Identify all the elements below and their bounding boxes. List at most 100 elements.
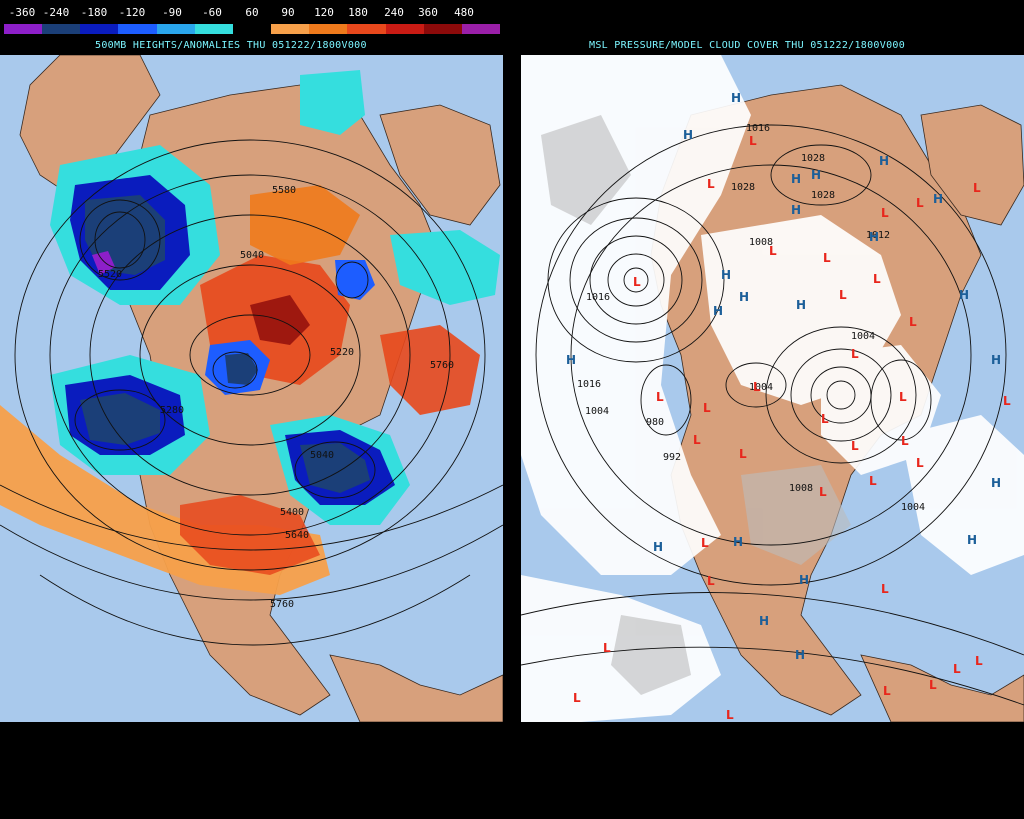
low-pressure-marker: L bbox=[739, 447, 747, 461]
isobar-label: 1004 bbox=[749, 382, 773, 393]
legend-label: 360 bbox=[418, 6, 438, 19]
legend-color-swatch bbox=[232, 24, 272, 34]
contour-label: 5580 bbox=[272, 185, 296, 196]
high-pressure-marker: H bbox=[653, 540, 663, 554]
high-pressure-marker: H bbox=[791, 172, 801, 186]
isobar-label: 1028 bbox=[811, 190, 835, 201]
cloud-area bbox=[741, 465, 851, 565]
isobar-label: 1016 bbox=[586, 292, 610, 303]
high-pressure-marker: H bbox=[731, 91, 741, 105]
high-pressure-marker: H bbox=[991, 353, 1001, 367]
isobar bbox=[640, 364, 692, 436]
low-pressure-marker: L bbox=[769, 244, 777, 258]
low-pressure-marker: L bbox=[916, 456, 924, 470]
low-pressure-marker: L bbox=[703, 401, 711, 415]
isobar bbox=[547, 197, 725, 363]
low-pressure-marker: L bbox=[603, 641, 611, 655]
high-pressure-marker: H bbox=[759, 614, 769, 628]
legend-color-swatch bbox=[423, 24, 462, 34]
contour-label: 5040 bbox=[310, 450, 334, 461]
high-pressure-marker: H bbox=[713, 304, 723, 318]
legend-color-swatch bbox=[4, 24, 43, 34]
height-contour bbox=[0, 524, 503, 601]
isobar bbox=[607, 253, 665, 307]
isobar bbox=[623, 267, 649, 293]
legend-label: 90 bbox=[281, 6, 295, 19]
high-pressure-marker: H bbox=[566, 353, 576, 367]
isobar bbox=[589, 235, 683, 325]
legend-label: 240 bbox=[384, 6, 404, 19]
low-pressure-marker: L bbox=[656, 390, 664, 404]
isobar-label: 1004 bbox=[901, 502, 925, 513]
isobar bbox=[725, 362, 787, 408]
legend-color-swatch bbox=[271, 24, 310, 34]
isobar-label: 1004 bbox=[585, 406, 609, 417]
land-central-america bbox=[860, 654, 1024, 722]
legend-color-swatch bbox=[309, 24, 348, 34]
low-pressure-marker: L bbox=[821, 412, 829, 426]
isobar-label: 1028 bbox=[731, 182, 755, 193]
legend-label: -180 bbox=[80, 6, 108, 19]
legend-color-swatch bbox=[385, 24, 424, 34]
legend-color-swatch bbox=[156, 24, 195, 34]
high-pressure-markers: H H H H H H H H H H H H H H H H H H H H … bbox=[566, 91, 1001, 662]
height-contour bbox=[74, 389, 166, 451]
isobar-label: 1012 bbox=[866, 230, 890, 241]
isobar bbox=[770, 144, 872, 206]
legend-color-swatch bbox=[194, 24, 233, 34]
low-pressure-marker: L bbox=[869, 474, 877, 488]
land-central-america bbox=[329, 654, 503, 722]
high-pressure-marker: H bbox=[791, 203, 801, 217]
height-contour bbox=[335, 261, 369, 299]
isobar bbox=[535, 124, 1007, 586]
isobar-label: 1004 bbox=[851, 331, 875, 342]
isobar-label: 1008 bbox=[749, 237, 773, 248]
low-pressure-marker: L bbox=[819, 485, 827, 499]
cloud-area bbox=[611, 615, 691, 695]
contour-label: 5280 bbox=[160, 405, 184, 416]
high-pressure-marker: H bbox=[683, 128, 693, 142]
height-contour bbox=[79, 199, 161, 281]
low-pressure-marker: L bbox=[707, 574, 715, 588]
contour-label: 5520 bbox=[98, 269, 122, 280]
left-map-title: 500MB HEIGHTS/ANOMALIES THU 051222/1800V… bbox=[95, 40, 367, 51]
low-pressure-marker: L bbox=[839, 288, 847, 302]
anomaly-color-bar bbox=[4, 24, 501, 34]
high-pressure-marker: H bbox=[959, 288, 969, 302]
cloud-area bbox=[541, 115, 631, 225]
height-contour bbox=[49, 174, 451, 536]
right-panel-msl-pressure: MSL PRESSURE/MODEL CLOUD COVER THU 05122… bbox=[521, 0, 1024, 819]
isobar bbox=[569, 217, 703, 343]
legend-label: 120 bbox=[314, 6, 334, 19]
contour-label: 5760 bbox=[430, 360, 454, 371]
low-pressure-marker: L bbox=[851, 439, 859, 453]
high-pressure-marker: H bbox=[869, 230, 879, 244]
low-pressure-marker: L bbox=[1003, 394, 1011, 408]
low-pressure-marker: L bbox=[975, 654, 983, 668]
high-pressure-marker: H bbox=[879, 154, 889, 168]
low-pressure-marker: L bbox=[953, 662, 961, 676]
legend-color-swatch bbox=[42, 24, 81, 34]
height-contour bbox=[189, 314, 311, 396]
isobar bbox=[570, 164, 972, 546]
anomaly-red-east bbox=[380, 325, 480, 415]
isobar bbox=[521, 646, 1024, 706]
anomaly-blue-center-core bbox=[225, 353, 258, 385]
isobar-label: 1028 bbox=[801, 153, 825, 164]
cloud-cover-gray bbox=[541, 115, 851, 695]
anomaly-cyan-north bbox=[300, 70, 365, 135]
low-pressure-marker: L bbox=[753, 380, 761, 394]
map-500mb-heights-anomalies: 5580 5040 5220 5760 5280 5400 5640 5760 … bbox=[0, 55, 503, 722]
contour-label: 5400 bbox=[280, 507, 304, 518]
height-contour bbox=[39, 574, 471, 646]
height-contour bbox=[294, 441, 376, 499]
low-pressure-marker: L bbox=[909, 315, 917, 329]
isobar-label: 1016 bbox=[746, 123, 770, 134]
height-contour bbox=[89, 214, 411, 496]
high-pressure-marker: H bbox=[799, 573, 809, 587]
height-contours bbox=[0, 139, 503, 646]
low-pressure-marker: L bbox=[707, 177, 715, 191]
high-pressure-marker: H bbox=[721, 268, 731, 282]
land-greenland bbox=[379, 104, 501, 226]
low-pressure-marker: L bbox=[749, 134, 757, 148]
